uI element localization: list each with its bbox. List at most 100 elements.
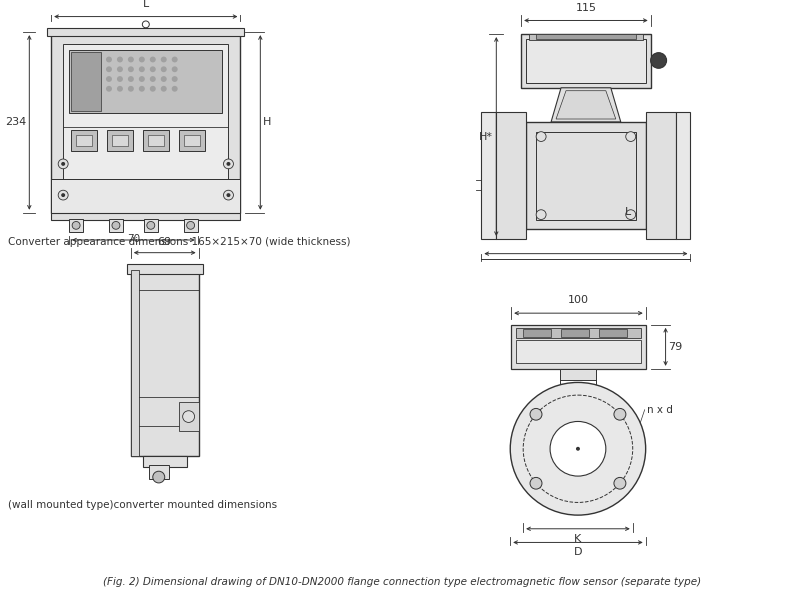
Circle shape: [117, 67, 123, 72]
Polygon shape: [556, 91, 616, 119]
Circle shape: [626, 210, 636, 220]
Bar: [526, 39, 646, 83]
Bar: [47, 28, 244, 36]
Circle shape: [161, 76, 166, 82]
Text: 234: 234: [5, 118, 26, 127]
Bar: [143, 130, 169, 151]
Circle shape: [106, 86, 112, 92]
Circle shape: [117, 56, 123, 62]
Bar: [529, 34, 642, 40]
Circle shape: [510, 382, 646, 515]
Bar: [560, 369, 596, 380]
Text: L: L: [625, 206, 631, 217]
Circle shape: [128, 76, 134, 82]
Bar: [112, 134, 128, 146]
Bar: [51, 32, 241, 212]
Circle shape: [139, 86, 145, 92]
Bar: [148, 134, 164, 146]
Bar: [71, 52, 101, 111]
Text: 100: 100: [568, 295, 589, 305]
Circle shape: [172, 67, 178, 72]
Circle shape: [139, 76, 145, 82]
Text: 79: 79: [669, 342, 683, 352]
Circle shape: [161, 86, 166, 92]
Text: D: D: [574, 547, 582, 557]
Circle shape: [58, 159, 68, 169]
Bar: [536, 34, 636, 39]
Bar: [184, 134, 199, 146]
Circle shape: [161, 67, 166, 72]
Bar: [523, 329, 551, 337]
Bar: [107, 130, 133, 151]
Text: Converter appearance dimensions 165×215×70 (wide thickness): Converter appearance dimensions 165×215×…: [9, 237, 351, 247]
Bar: [76, 134, 92, 146]
Circle shape: [150, 86, 156, 92]
Text: 115: 115: [575, 2, 597, 13]
Text: n x d: n x d: [646, 405, 673, 415]
Circle shape: [61, 193, 65, 197]
Bar: [599, 329, 626, 337]
Bar: [178, 402, 198, 431]
Bar: [131, 270, 139, 455]
Circle shape: [182, 411, 194, 422]
Circle shape: [106, 67, 112, 72]
Circle shape: [226, 162, 230, 166]
Circle shape: [530, 409, 542, 420]
Bar: [516, 328, 641, 338]
Polygon shape: [551, 88, 621, 122]
Bar: [675, 112, 690, 239]
Text: H: H: [263, 118, 272, 127]
Circle shape: [117, 86, 123, 92]
Bar: [69, 50, 222, 113]
Circle shape: [128, 86, 134, 92]
Bar: [144, 218, 158, 232]
Text: 69: 69: [158, 237, 172, 247]
Text: K: K: [574, 533, 582, 544]
Bar: [521, 34, 650, 88]
Circle shape: [536, 210, 546, 220]
Circle shape: [150, 76, 156, 82]
Bar: [63, 44, 229, 190]
Circle shape: [106, 76, 112, 82]
Circle shape: [106, 56, 112, 62]
Bar: [127, 265, 202, 274]
Circle shape: [147, 221, 154, 229]
Circle shape: [223, 190, 234, 200]
Circle shape: [172, 56, 178, 62]
Bar: [51, 212, 241, 220]
Circle shape: [536, 131, 546, 142]
Bar: [71, 130, 97, 151]
Bar: [561, 329, 589, 337]
Circle shape: [614, 478, 626, 489]
Circle shape: [550, 421, 606, 476]
Circle shape: [150, 67, 156, 72]
Text: L: L: [142, 0, 149, 9]
Bar: [143, 455, 186, 467]
Circle shape: [58, 190, 68, 200]
Text: (Fig. 2) Dimensional drawing of DN10-DN2000 flange connection type electromagnet: (Fig. 2) Dimensional drawing of DN10-DN2…: [102, 577, 701, 587]
Circle shape: [139, 56, 145, 62]
Bar: [511, 325, 646, 369]
Circle shape: [150, 56, 156, 62]
Bar: [646, 112, 675, 239]
Circle shape: [223, 159, 234, 169]
Bar: [69, 218, 83, 232]
Circle shape: [112, 221, 120, 229]
Circle shape: [172, 86, 178, 92]
Bar: [526, 122, 646, 229]
Circle shape: [72, 221, 80, 229]
Text: (wall mounted type)converter mounted dimensions: (wall mounted type)converter mounted dim…: [9, 500, 278, 511]
Bar: [496, 112, 526, 239]
Circle shape: [128, 67, 134, 72]
Circle shape: [61, 162, 65, 166]
Circle shape: [161, 56, 166, 62]
Bar: [51, 179, 241, 212]
Circle shape: [172, 76, 178, 82]
Circle shape: [186, 221, 194, 229]
Circle shape: [576, 447, 580, 451]
Text: 70: 70: [127, 234, 140, 244]
Circle shape: [226, 193, 230, 197]
Bar: [178, 130, 205, 151]
Circle shape: [139, 67, 145, 72]
Bar: [516, 340, 641, 363]
